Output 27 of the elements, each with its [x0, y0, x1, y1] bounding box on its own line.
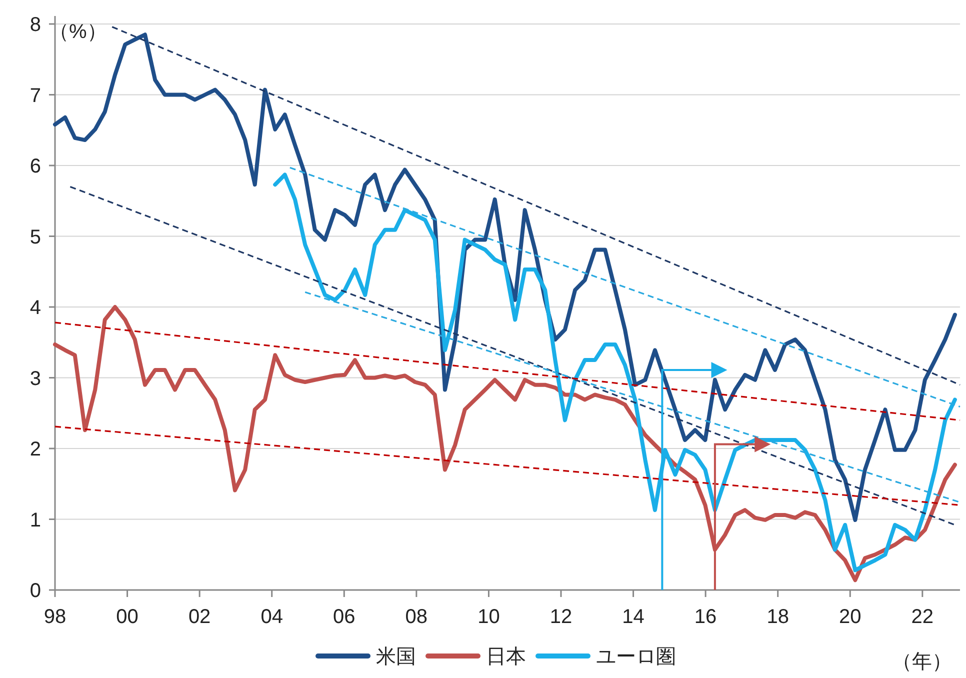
x-tick-label: 98 — [44, 606, 66, 628]
y-tick-label: 4 — [30, 297, 41, 319]
x-tick-label: 14 — [622, 606, 644, 628]
y-tick-label: 8 — [30, 14, 41, 36]
x-tick-label: 04 — [260, 606, 283, 628]
x-tick-label: 02 — [188, 606, 211, 628]
x-tick-label: 12 — [550, 606, 572, 628]
legend-label: 米国 — [376, 646, 416, 668]
y-tick-label: 7 — [30, 84, 41, 107]
x-tick-label: 08 — [405, 606, 428, 628]
y-tick-label: 6 — [30, 156, 41, 178]
x-axis-title: （年） — [892, 651, 952, 673]
y-tick-label: 0 — [30, 580, 41, 602]
x-tick-label: 16 — [694, 606, 717, 628]
y-tick-label: 5 — [30, 226, 41, 248]
x-tick-label: 10 — [478, 606, 500, 628]
x-tick-label: 18 — [766, 606, 789, 628]
x-tick-label: 22 — [911, 606, 934, 628]
y-tick-label: 2 — [30, 438, 41, 460]
y-tick-label: 1 — [30, 509, 41, 532]
x-tick-label: 06 — [333, 606, 356, 628]
legend-label: ユーロ圏 — [596, 646, 676, 668]
y-axis-title: （%） — [49, 21, 107, 43]
legend-label: 日本 — [486, 646, 526, 668]
x-tick-label: 00 — [116, 606, 138, 628]
x-tick-label: 20 — [839, 606, 862, 628]
y-tick-label: 3 — [30, 368, 41, 390]
